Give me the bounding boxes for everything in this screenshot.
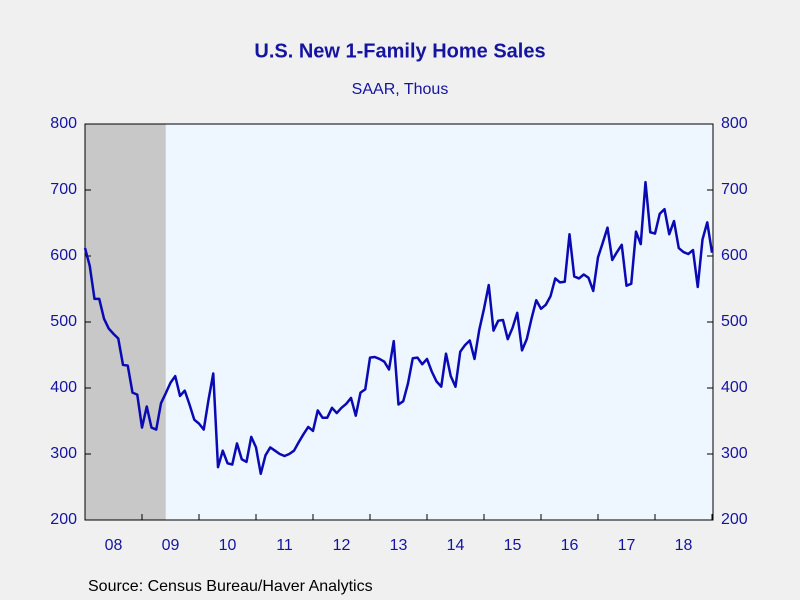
y-tick-label: 500 <box>50 313 77 330</box>
x-tick-label: 13 <box>390 537 408 554</box>
x-tick-label: 11 <box>276 537 293 554</box>
y-tick-label: 600 <box>50 247 77 264</box>
y-tick-label: 700 <box>50 181 77 198</box>
plot-area <box>85 124 713 520</box>
source: Source: Census Bureau/Haver Analytics <box>88 578 373 595</box>
x-tick-label: 14 <box>447 537 465 554</box>
x-tick-label: 08 <box>105 537 123 554</box>
y-tick-label: 800 <box>50 115 77 132</box>
recession-shade <box>85 124 166 520</box>
x-tick-label: 12 <box>333 537 351 554</box>
y-tick-label: 400 <box>50 379 77 396</box>
x-tick-label: 17 <box>618 537 636 554</box>
y2-tick-label: 300 <box>721 445 748 462</box>
series-line <box>83 180 714 476</box>
x-tick-label: 15 <box>504 537 522 554</box>
y2-tick-label: 800 <box>721 115 748 132</box>
y2-tick-label: 400 <box>721 379 748 396</box>
y2-tick-label: 200 <box>721 511 748 528</box>
y2-tick-label: 700 <box>721 181 748 198</box>
x-tick-label: 09 <box>162 537 180 554</box>
y2-tick-label: 500 <box>721 313 748 330</box>
x-tick-label: 10 <box>219 537 237 554</box>
chart-title: U.S. New 1-Family Home Sales <box>254 40 545 62</box>
y2-tick-label: 600 <box>721 247 748 264</box>
chart-subtitle: SAAR, Thous <box>352 81 449 98</box>
x-tick-label: 18 <box>675 537 693 554</box>
y-tick-label: 200 <box>50 511 77 528</box>
y-tick-label: 300 <box>50 445 77 462</box>
x-tick-label: 16 <box>561 537 579 554</box>
